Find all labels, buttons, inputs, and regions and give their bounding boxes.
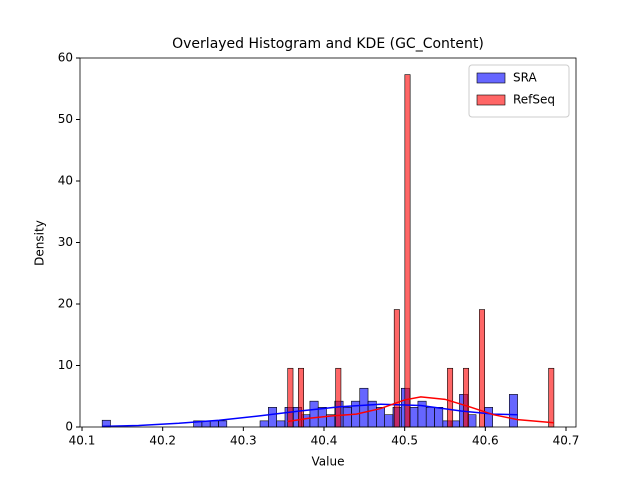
histogram-bar <box>218 420 228 428</box>
histogram-bar <box>404 74 411 428</box>
histogram-bar <box>287 367 294 428</box>
legend-swatch <box>476 94 506 106</box>
x-tick-label: 40.5 <box>391 434 418 448</box>
histogram-bar <box>268 407 277 428</box>
histogram-bar <box>359 387 369 428</box>
histogram-bar <box>463 367 470 428</box>
y-tick-label: 40 <box>58 174 73 188</box>
histogram-bar <box>342 407 352 428</box>
histogram-bar <box>376 407 385 428</box>
legend-swatch <box>476 72 506 84</box>
histogram-bar <box>548 367 555 428</box>
histogram-bar <box>447 367 454 428</box>
chart-title: Overlayed Histogram and KDE (GC_Content) <box>172 36 484 52</box>
histogram-bar <box>276 420 286 428</box>
y-axis-label: Density <box>33 220 47 266</box>
histogram-bar <box>479 309 485 428</box>
histogram-bar <box>298 367 304 428</box>
histogram-bar <box>384 414 394 428</box>
histogram-bar <box>484 407 493 428</box>
histogram-bar <box>309 400 319 428</box>
histogram-bar <box>335 367 342 428</box>
histogram-bar <box>259 420 269 428</box>
legend-label: RefSeq <box>513 93 555 107</box>
legend-label: SRA <box>513 71 537 85</box>
kde-line <box>102 403 518 428</box>
x-tick-label: 40.6 <box>472 434 499 448</box>
y-tick-label: 20 <box>58 297 73 311</box>
y-tick-label: 60 <box>58 51 73 65</box>
histogram-bar <box>508 394 518 428</box>
x-tick-label: 40.7 <box>553 434 580 448</box>
x-tick-label: 40.2 <box>149 434 176 448</box>
x-tick-label: 40.1 <box>69 434 96 448</box>
axes-frame <box>79 57 577 428</box>
histogram-bar <box>393 309 400 428</box>
y-tick-label: 50 <box>58 112 73 126</box>
histogram-bar <box>409 407 419 428</box>
y-tick-label: 10 <box>58 358 73 372</box>
histogram-bar <box>434 407 444 428</box>
x-tick-label: 40.3 <box>230 434 257 448</box>
kde-line <box>287 396 554 424</box>
x-axis-label: Value <box>312 455 345 469</box>
histogram-bar <box>425 407 435 428</box>
y-tick-label: 30 <box>58 235 73 249</box>
y-tick-label: 0 <box>65 420 73 434</box>
x-tick-label: 40.4 <box>311 434 338 448</box>
histogram-bar <box>209 420 219 428</box>
